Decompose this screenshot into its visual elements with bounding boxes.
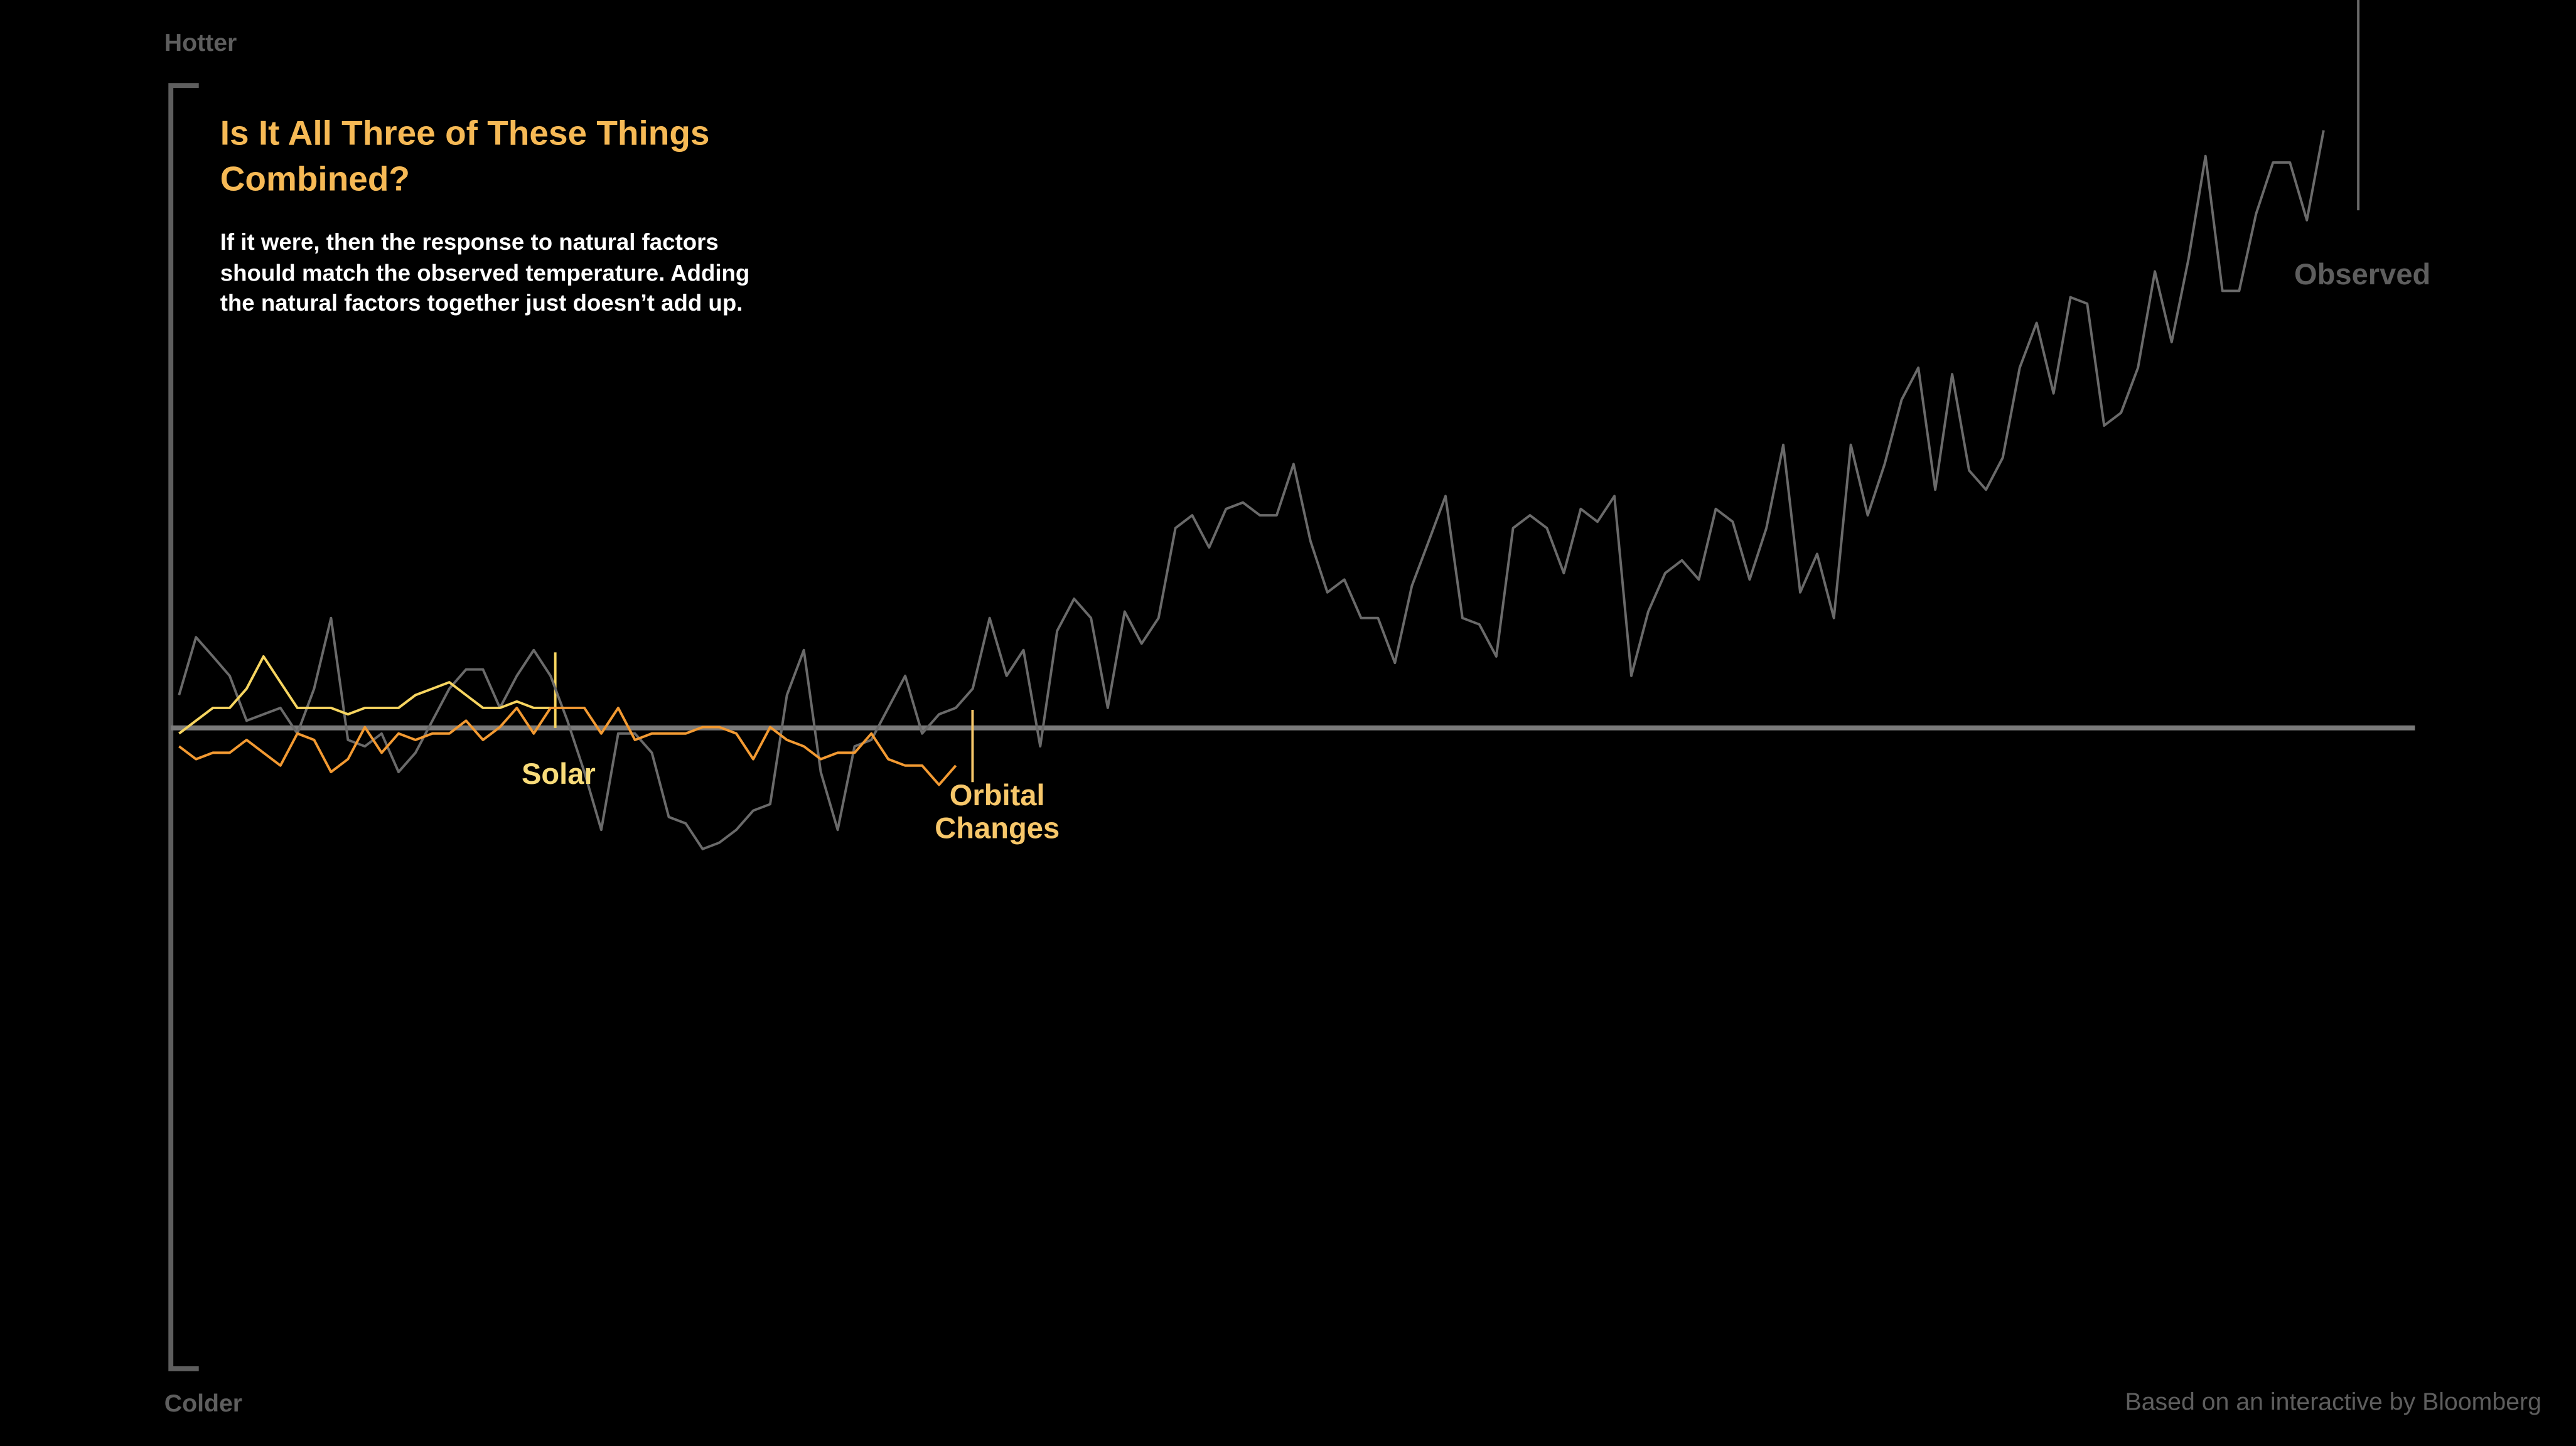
y-label-bottom: Colder [164,1390,243,1418]
y-label-top: Hotter [164,29,237,58]
source-credit: Based on an interactive by Bloomberg [2125,1388,2541,1417]
series-label: Orbital Changes [935,779,1060,845]
series-label: Observed [2294,258,2431,291]
series-line [178,706,957,786]
series-label: Solar [521,757,596,791]
chart-subtitle: If it were, then the response to natural… [220,228,750,316]
series-line [178,655,551,735]
series-line [178,130,2325,850]
chart-title: Is It All Three of These Things Combined… [220,115,710,199]
